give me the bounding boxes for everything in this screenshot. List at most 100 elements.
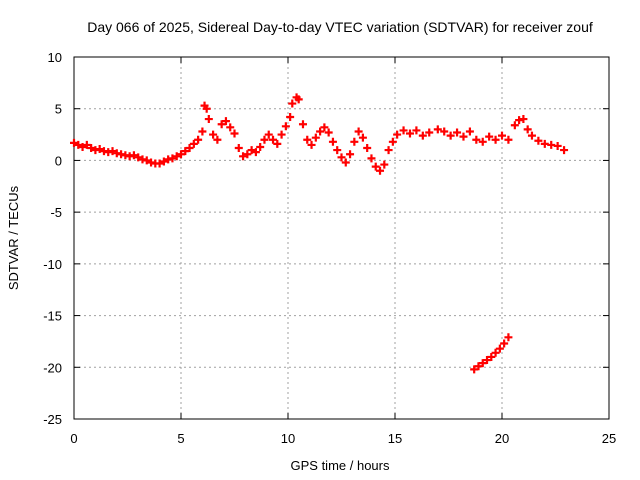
x-tick-label: 15 [388,431,402,446]
data-point [230,129,239,138]
data-point [281,122,290,131]
data-point [82,140,91,149]
data-point [159,157,168,166]
data-point [487,352,496,361]
data-point [217,120,226,129]
data-point [560,146,569,155]
x-axis-label: GPS time / hours [291,458,390,473]
data-point [247,146,256,155]
data-points [70,93,569,374]
data-point [418,131,427,140]
x-tick-label: 20 [495,431,509,446]
y-tick-label: -20 [43,360,62,375]
data-point [87,144,96,153]
data-point [303,135,312,144]
grid-lines [74,57,609,419]
data-point [277,130,286,139]
data-point [209,130,218,139]
data-point [198,127,207,136]
data-point [273,139,282,148]
data-point [367,154,376,163]
data-point [74,140,83,149]
data-point [181,147,190,156]
data-point [491,348,500,357]
data-point [363,144,372,153]
data-point [298,120,307,129]
data-point [519,115,528,124]
data-point [269,135,278,144]
axis-ticks: 0 5 10 15 20 25 -25 -20 -15 -10 -5 0 5 10 [43,50,616,446]
data-point [465,127,474,136]
data-point [239,152,248,161]
y-tick-label: 5 [55,102,62,117]
data-point [311,133,320,142]
data-point [485,132,494,141]
data-point [129,151,138,160]
x-tick-label: 10 [281,431,295,446]
data-point [504,333,513,342]
data-point [286,112,295,121]
data-point [527,131,536,140]
data-point [478,359,487,368]
data-point [226,123,235,132]
x-tick-label: 0 [70,431,77,446]
data-point [478,137,487,146]
data-point [341,158,350,167]
data-point [405,129,414,138]
data-point [425,128,434,137]
data-point [324,128,333,137]
data-point [504,135,513,144]
data-point [453,128,462,137]
data-point [534,136,543,145]
data-point [498,131,506,140]
data-point [288,99,297,108]
data-point [328,137,337,146]
data-point [194,135,203,144]
data-point [371,162,380,171]
data-point [108,147,117,156]
data-point [491,135,500,144]
y-tick-label: -10 [43,257,62,272]
data-point [70,138,78,147]
data-point [523,125,532,134]
data-point [350,137,359,146]
data-point [155,159,164,168]
data-point [354,127,363,136]
data-point [440,127,449,136]
data-point [376,166,385,175]
y-tick-label: -15 [43,309,62,324]
data-point [185,144,194,153]
data-point [446,131,455,140]
data-point [234,144,243,153]
x-tick-label: 25 [602,431,616,446]
data-point [470,365,479,374]
data-point [358,133,367,142]
data-point [399,126,408,135]
data-point [78,142,87,151]
data-point [380,160,389,169]
data-point [243,150,252,159]
data-point [213,135,222,144]
data-point [483,356,492,365]
data-point [189,139,198,148]
data-point [142,156,151,165]
y-axis-label: SDTVAR / TECUs [6,185,21,290]
data-point [177,150,185,159]
chart-title: Day 066 of 2025, Sidereal Day-to-day VTE… [87,19,593,35]
data-point [495,344,504,353]
y-tick-label: 0 [55,153,62,168]
data-point [412,126,421,135]
data-point [337,153,346,162]
data-point [256,142,265,151]
data-point [459,132,468,141]
data-point [388,137,397,146]
data-point [333,146,342,155]
y-tick-label: 10 [48,50,62,65]
data-point [433,125,442,134]
data-point [316,127,325,136]
data-point [294,95,303,104]
data-point [251,148,260,157]
data-point [320,123,329,132]
data-point [472,135,481,144]
x-tick-label: 5 [177,431,184,446]
